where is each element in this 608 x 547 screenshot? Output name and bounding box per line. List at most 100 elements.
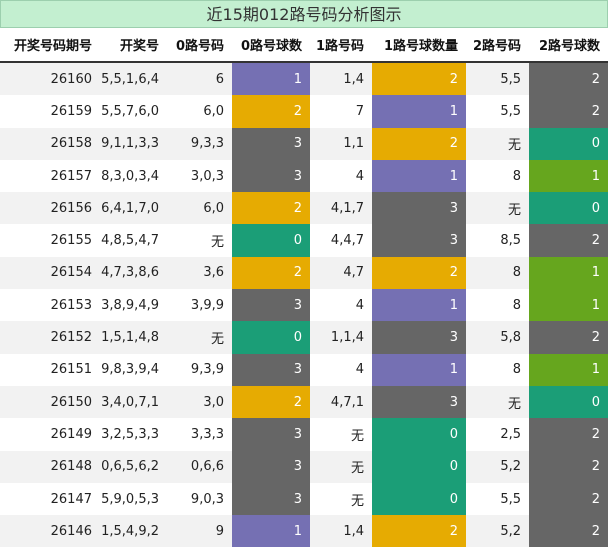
table-cell: 4 [355,168,364,184]
column-header: 0路号码 [167,28,232,63]
table-cell: 7 [355,103,364,119]
table-cell: 0,6,6 [167,450,232,483]
table-cell: 9,1,1,3,3 [100,127,167,160]
count-cell: 1 [529,289,608,322]
table-cell: 3,0,3 [190,168,224,184]
table-cell: 26158 [0,127,100,160]
count-cell: 1 [529,353,608,386]
table-row: 26157 8,3,0,3,4 3,0,3 3 4 1 8 1 [0,159,608,193]
column-header: 2路号码 [466,28,529,63]
table-cell: 26152 [0,321,100,354]
column-header: 开奖号 [100,28,167,63]
table-cell: 无 [350,428,364,444]
title: 近15期012路号码分析图示 [0,0,608,28]
count-cell: 2 [529,482,608,516]
count-cell: 2 [529,62,608,96]
table-cell: 4,1,7 [310,192,372,225]
table-cell: 9,8,3,9,4 [101,362,159,378]
table-cell: 8 [512,168,521,184]
table-cell: 无 [210,235,224,251]
table-cell: 无 [310,450,372,483]
count-cell: 3 [232,159,310,193]
table-row: 26148 0,6,5,6,2 0,6,6 3 无 0 5,2 2 [0,450,608,483]
table-cell: 4,7 [310,256,372,290]
count-cell: 0 [529,127,608,160]
table-cell: 1,5,4,9,2 [100,515,167,547]
table-cell: 26148 [0,450,100,483]
count-cell: 2 [529,321,608,354]
table-cell: 3,2,5,3,3 [101,426,159,442]
count-cell: 2 [232,385,310,419]
table-cell: 无 [466,385,529,419]
count-cell: 2 [232,95,310,128]
count-cell: 3 [372,224,466,257]
table-cell: 26151 [50,362,92,378]
count-cell: 3 [232,289,310,322]
table-cell: 8,5 [500,233,521,249]
table-cell: 1,1 [310,127,372,160]
column-header: 开奖号码期号 [0,28,100,63]
count-cell: 0 [529,385,608,419]
column-header: 1路号码 [310,28,372,63]
table-cell: 3,4,0,7,1 [100,385,167,419]
count-cell: 2 [372,256,466,290]
count-cell: 0 [372,450,466,483]
count-cell: 3 [232,127,310,160]
table-cell: 6,0 [167,192,232,225]
count-cell: 1 [372,353,466,386]
table-cell: 5,2 [466,450,529,483]
table-cell: 3,0 [167,385,232,419]
table-cell: 5,8 [466,321,529,354]
count-cell: 0 [232,321,310,354]
count-cell: 3 [232,418,310,451]
table-cell: 3,3,3 [190,426,224,442]
table-body: 26160 5,5,1,6,4 6 1 1,4 2 5,5 2 26159 5,5,7,6,0 6,… [0,62,608,547]
count-cell: 0 [232,224,310,257]
count-cell: 1 [232,62,310,96]
table-cell: 5,5,7,6,0 [101,103,159,119]
count-cell: 2 [529,418,608,451]
table-row: 26154 4,7,3,8,6 3,6 2 4,7 2 8 1 [0,256,608,290]
table-cell: 26153 [50,297,92,313]
count-cell: 2 [372,62,466,96]
table-cell: 9 [167,515,232,547]
table-cell: 4,8,5,4,7 [101,233,159,249]
table-row: 26153 3,8,9,4,9 3,9,9 3 4 1 8 1 [0,289,608,322]
count-cell: 1 [372,289,466,322]
table-cell: 4 [355,362,364,378]
header-row: 开奖号码期号 开奖号 0路号码 0路号球数 1路号码 1路号球数量 2路号码 2路号球数 [0,28,608,63]
table-cell: 8 [466,256,529,290]
count-cell: 1 [372,95,466,128]
table-cell: 3,8,9,4,9 [101,297,159,313]
table-cell: 26155 [50,233,92,249]
count-cell: 0 [372,418,466,451]
table-cell: 26157 [50,168,92,184]
table-cell: 4 [355,297,364,313]
table-cell: 26149 [50,426,92,442]
table-cell: 1,1,4 [310,321,372,354]
table-cell: 26159 [50,103,92,119]
count-cell: 2 [529,450,608,483]
table-row: 26147 5,9,0,5,3 9,0,3 3 无 0 5,5 2 [0,482,608,516]
table-cell: 26156 [0,192,100,225]
count-cell: 3 [372,192,466,225]
table-cell: 5,5 [500,103,521,119]
table-cell: 5,5 [500,491,521,507]
table-cell: 6,4,1,7,0 [100,192,167,225]
table-cell: 0,6,5,6,2 [100,450,167,483]
count-cell: 2 [372,127,466,160]
table-cell: 5,2 [466,515,529,547]
table-row: 26146 1,5,4,9,2 9 1 1,4 2 5,2 2 [0,515,608,547]
count-cell: 0 [529,192,608,225]
table-cell: 5,5,1,6,4 [100,62,167,96]
column-header: 2路号球数 [529,28,608,63]
count-cell: 2 [529,95,608,128]
count-cell: 1 [529,256,608,290]
table-cell: 1,4 [310,62,372,96]
table-cell: 5,5 [466,62,529,96]
table-cell: 26160 [0,62,100,96]
table-cell: 26150 [0,385,100,419]
count-cell: 2 [232,256,310,290]
count-cell: 1 [529,159,608,193]
table-cell: 4,7,1 [310,385,372,419]
